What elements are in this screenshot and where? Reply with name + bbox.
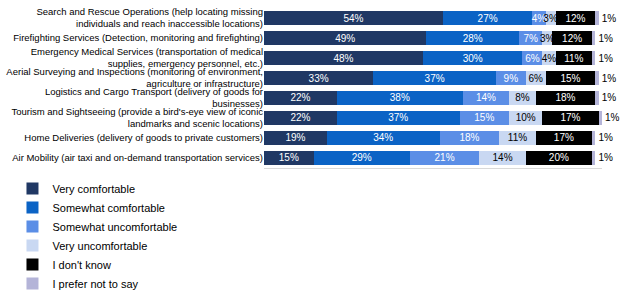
svg-text:37%: 37% [388, 112, 408, 123]
svg-text:20%: 20% [549, 152, 569, 163]
svg-text:8%: 8% [515, 92, 530, 103]
svg-text:14%: 14% [476, 92, 496, 103]
svg-text:38%: 38% [390, 92, 410, 103]
svg-text:Somewhat comfortable: Somewhat comfortable [52, 202, 165, 214]
svg-text:3%: 3% [543, 13, 558, 24]
svg-text:7%: 7% [523, 33, 538, 44]
svg-text:11%: 11% [508, 132, 527, 143]
svg-text:17%: 17% [560, 112, 580, 123]
svg-text:34%: 34% [373, 132, 393, 143]
svg-text:15%: 15% [279, 152, 299, 163]
svg-text:6%: 6% [528, 73, 543, 84]
svg-text:Tourism and Sightseeing (provi: Tourism and Sightseeing (provide a bird'… [11, 106, 263, 129]
svg-text:Very uncomfortable: Very uncomfortable [52, 240, 147, 252]
svg-text:12%: 12% [565, 13, 585, 24]
svg-text:15%: 15% [560, 73, 580, 84]
svg-text:27%: 27% [478, 13, 498, 24]
svg-text:1%: 1% [598, 152, 613, 163]
svg-text:I prefer not to say: I prefer not to say [52, 278, 138, 290]
svg-text:14%: 14% [493, 152, 513, 163]
svg-text:1%: 1% [598, 53, 613, 64]
svg-text:15%: 15% [474, 112, 494, 123]
svg-text:9%: 9% [504, 73, 519, 84]
svg-text:49%: 49% [335, 33, 355, 44]
svg-text:Home Deliveries (delivery of g: Home Deliveries (delivery of goods to pr… [24, 132, 263, 143]
svg-text:6%: 6% [525, 53, 540, 64]
svg-text:18%: 18% [555, 92, 575, 103]
svg-text:Somewhat uncomfortable: Somewhat uncomfortable [52, 221, 177, 233]
svg-text:33%: 33% [309, 73, 329, 84]
svg-text:12%: 12% [562, 33, 582, 44]
svg-text:28%: 28% [463, 33, 483, 44]
svg-text:22%: 22% [290, 92, 310, 103]
svg-text:Emergency Medical Services (tr: Emergency Medical Services (transportati… [31, 46, 263, 69]
svg-text:18%: 18% [459, 132, 479, 143]
svg-text:4%: 4% [542, 53, 557, 64]
svg-text:10%: 10% [516, 112, 536, 123]
svg-text:48%: 48% [333, 53, 353, 64]
svg-text:Search and Rescue Operations (: Search and Rescue Operations (help locat… [36, 6, 263, 29]
svg-text:3%: 3% [540, 33, 555, 44]
svg-text:4%: 4% [532, 13, 547, 24]
svg-text:1%: 1% [598, 33, 613, 44]
svg-text:29%: 29% [352, 152, 372, 163]
svg-text:I don't know: I don't know [52, 259, 110, 271]
svg-text:1%: 1% [605, 112, 620, 123]
svg-text:11%: 11% [564, 53, 583, 64]
svg-text:22%: 22% [290, 112, 310, 123]
svg-text:30%: 30% [463, 53, 483, 64]
svg-text:Logistics and Cargo Transport: Logistics and Cargo Transport (delivery … [45, 86, 263, 109]
svg-text:1%: 1% [598, 132, 613, 143]
svg-text:1%: 1% [602, 13, 617, 24]
svg-text:17%: 17% [554, 132, 574, 143]
svg-text:19%: 19% [285, 132, 305, 143]
svg-text:21%: 21% [435, 152, 455, 163]
svg-text:Aerial Surveying and Inspectio: Aerial Surveying and Inspections (monito… [6, 66, 263, 89]
svg-text:37%: 37% [425, 73, 445, 84]
svg-text:Air Mobility (air taxi and on-: Air Mobility (air taxi and on-demand tra… [12, 152, 263, 163]
svg-text:54%: 54% [343, 13, 363, 24]
svg-text:Very comfortable: Very comfortable [52, 183, 135, 195]
svg-text:Firefighting Services (Detecti: Firefighting Services (Detection, monito… [13, 32, 263, 43]
svg-text:1%: 1% [602, 73, 617, 84]
svg-text:1%: 1% [602, 92, 617, 103]
